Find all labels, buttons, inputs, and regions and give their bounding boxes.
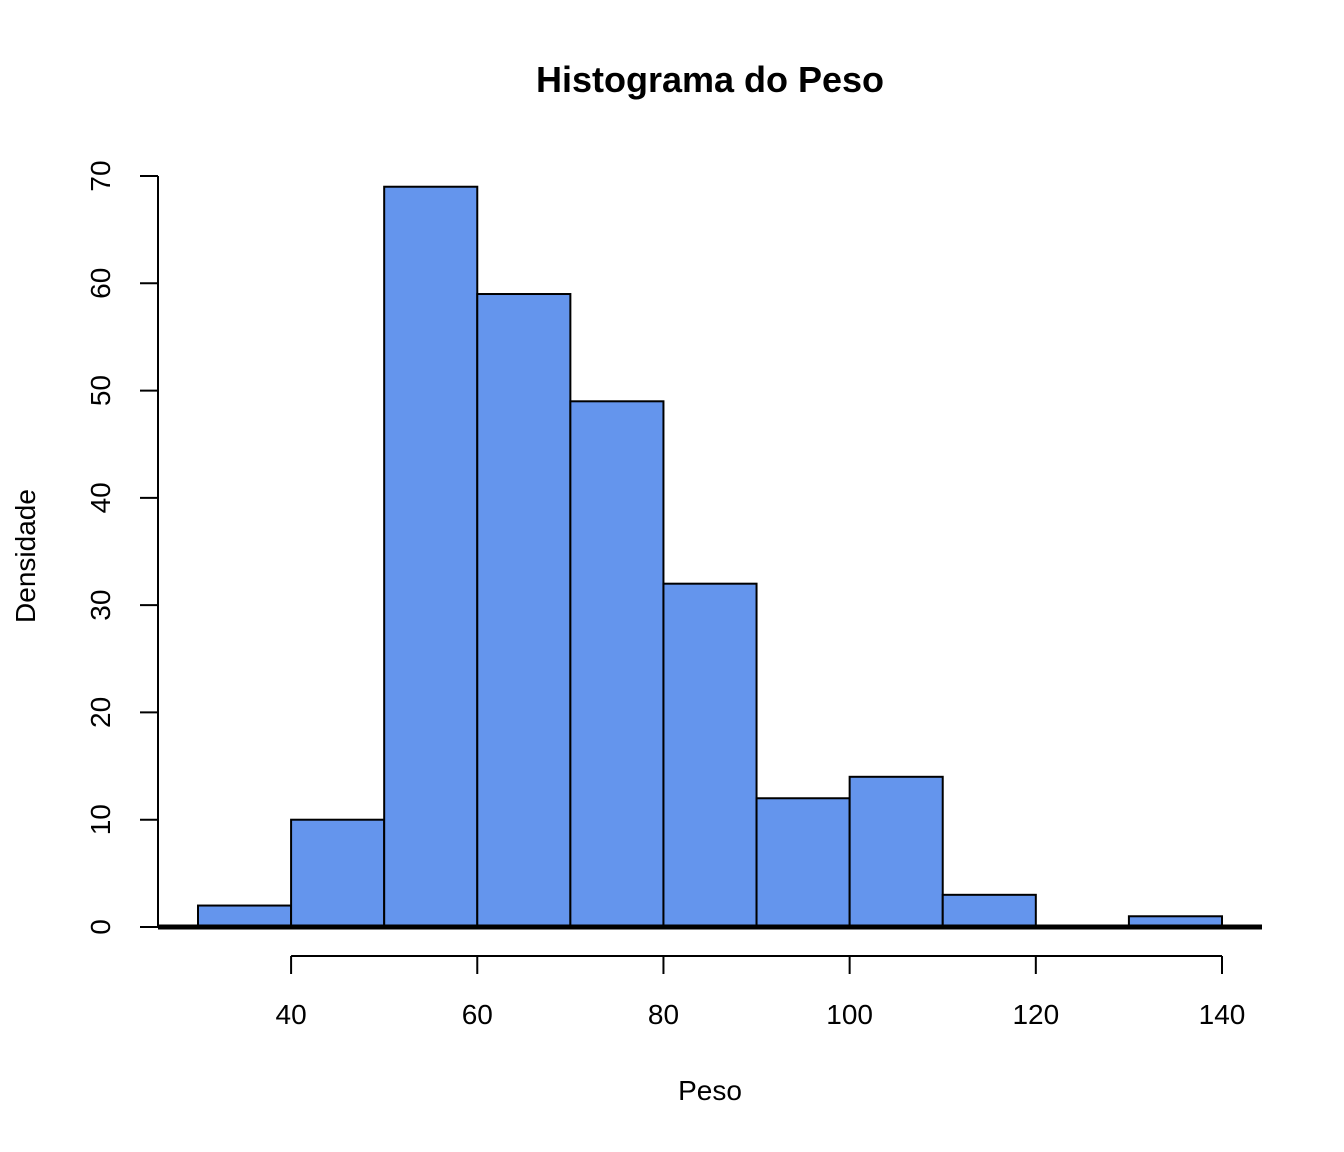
histogram-bar <box>197 904 293 928</box>
histogram-bar <box>290 818 386 929</box>
y-tick-label: 30 <box>85 590 116 621</box>
x-tick-label: 100 <box>826 999 873 1030</box>
histogram-bar <box>848 775 944 928</box>
y-tick-label: 20 <box>85 697 116 728</box>
x-axis: 40 60 80 100 120 140 <box>276 955 1246 1030</box>
y-tick-label: 10 <box>85 804 116 835</box>
x-tick-label: 120 <box>1012 999 1059 1030</box>
y-tick-label: 40 <box>85 482 116 513</box>
chart-title: Histograma do Peso <box>536 59 884 100</box>
y-tick-label: 50 <box>85 375 116 406</box>
histogram-bar <box>755 797 851 928</box>
y-tick-label: 70 <box>85 160 116 191</box>
y-tick-label: 60 <box>85 268 116 299</box>
x-tick-label: 140 <box>1199 999 1246 1030</box>
x-tick-label: 60 <box>462 999 493 1030</box>
y-tick-label: 0 <box>85 919 116 935</box>
histogram-bar <box>476 293 572 928</box>
histogram-bar <box>662 582 758 929</box>
x-tick-label: 80 <box>648 999 679 1030</box>
y-axis: 0 10 20 30 40 50 60 70 <box>85 160 159 935</box>
bars-group <box>197 185 1223 929</box>
histogram-bar <box>569 400 665 928</box>
x-tick-label: 40 <box>276 999 307 1030</box>
x-axis-label: Peso <box>678 1075 742 1106</box>
histogram-bar <box>941 893 1037 928</box>
y-axis-label: Densidade <box>10 489 41 623</box>
histogram-bar <box>383 185 479 928</box>
